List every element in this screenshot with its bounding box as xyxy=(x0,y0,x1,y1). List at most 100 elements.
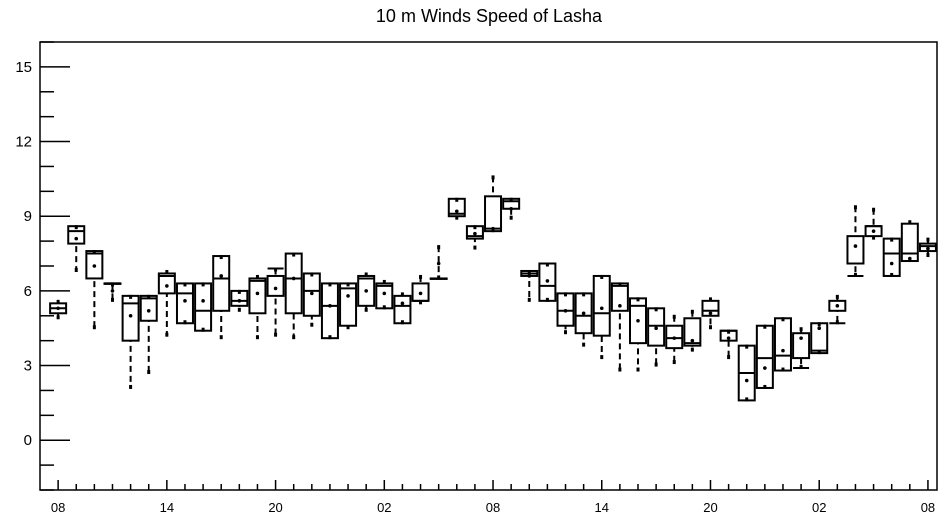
box-iqr xyxy=(339,282,358,327)
box-plot xyxy=(701,297,720,330)
box-plot xyxy=(447,197,466,220)
box-mean-dot xyxy=(509,206,513,211)
x-tick-label: 02 xyxy=(377,500,391,515)
box-mean-dot xyxy=(146,309,151,313)
box-mean-dot xyxy=(165,284,169,288)
box-mean-dot xyxy=(708,311,713,316)
box-mean-dot xyxy=(654,326,658,331)
y-tick-label: 9 xyxy=(24,208,32,225)
box-mean-dot xyxy=(545,279,550,283)
box-plot xyxy=(665,314,684,365)
box-iqr xyxy=(592,274,611,337)
box-plot xyxy=(592,274,611,360)
x-tick-label: 02 xyxy=(812,500,826,515)
box-plot xyxy=(683,309,702,352)
box-mean-dot xyxy=(618,304,622,308)
box-mean-dot xyxy=(219,274,224,278)
box-iqr xyxy=(755,324,774,389)
box-plot xyxy=(429,245,448,280)
box-plot xyxy=(520,269,539,302)
box-iqr xyxy=(320,282,339,340)
box-iqr xyxy=(792,332,811,360)
box-plot xyxy=(175,282,194,325)
x-tick-label: 08 xyxy=(486,500,500,515)
box-plot xyxy=(629,297,647,372)
box-plot xyxy=(719,329,738,360)
box-plot xyxy=(411,274,430,305)
box-mean-dot xyxy=(581,311,586,316)
box-mean-dot xyxy=(835,304,840,308)
box-iqr xyxy=(139,294,158,322)
box-iqr xyxy=(882,237,901,277)
plot-frame xyxy=(39,41,938,491)
x-tick-label: 20 xyxy=(268,500,282,515)
box-plot xyxy=(230,289,249,312)
box-mean-dot xyxy=(599,306,604,311)
box-mean-dot xyxy=(926,246,930,251)
box-mean-dot xyxy=(400,301,405,306)
box-iqr xyxy=(484,195,503,233)
box-mean-dot xyxy=(908,256,912,261)
box-plot xyxy=(357,272,376,312)
box-iqr xyxy=(900,222,919,263)
box-plot xyxy=(465,225,484,250)
box-iqr xyxy=(194,282,213,332)
x-tick-label: 20 xyxy=(703,500,717,515)
box-plot xyxy=(846,205,865,277)
box-mean-dot xyxy=(473,231,477,236)
box-mean-dot xyxy=(273,286,278,291)
box-iqr xyxy=(393,294,412,325)
box-plot xyxy=(67,225,86,272)
box-plot xyxy=(502,197,521,220)
box-mean-dot xyxy=(382,291,387,296)
box-plot xyxy=(85,250,104,330)
box-iqr xyxy=(846,235,865,265)
y-tick-label: 15 xyxy=(15,59,32,76)
box-plot xyxy=(647,307,666,367)
box-plot xyxy=(212,255,231,340)
box-mean-dot xyxy=(817,326,822,331)
box-mean-dot xyxy=(799,336,803,340)
box-plot xyxy=(574,292,593,347)
box-mean-dot xyxy=(56,306,60,311)
box-plot xyxy=(302,272,321,327)
box-plot xyxy=(320,282,339,340)
x-tick-label: 14 xyxy=(595,500,609,515)
box-series xyxy=(49,175,937,402)
box-iqr xyxy=(375,282,394,310)
box-plot xyxy=(139,294,158,375)
box-plot xyxy=(393,292,412,325)
box-plot xyxy=(538,262,557,302)
box-mean-dot xyxy=(871,229,876,233)
box-mean-dot xyxy=(781,348,785,353)
box-mean-dot xyxy=(763,366,767,370)
box-plot xyxy=(882,237,901,277)
box-plot xyxy=(248,274,267,340)
box-plot xyxy=(339,282,358,330)
box-mean-dot xyxy=(237,299,242,303)
box-plot xyxy=(157,269,176,337)
box-plot xyxy=(610,282,629,372)
box-mean-dot xyxy=(436,261,441,266)
chart-title: 10 m Winds Speed of Lasha xyxy=(376,6,603,26)
box-mean-dot xyxy=(291,276,296,281)
box-mean-dot xyxy=(889,261,894,266)
y-tick-label: 0 xyxy=(24,432,32,449)
box-plot xyxy=(900,220,919,263)
y-tick-label: 12 xyxy=(15,134,32,151)
box-mean-dot xyxy=(726,336,731,340)
box-plot xyxy=(375,279,394,310)
box-plot xyxy=(737,344,756,402)
box-plot xyxy=(792,327,811,370)
box-mean-dot xyxy=(310,291,314,296)
y-tick-label: 6 xyxy=(24,283,32,300)
box-mean-dot xyxy=(563,309,568,313)
x-axis: 08 14 20 02 08 14 20 02 08 xyxy=(51,480,935,515)
box-mean-dot xyxy=(74,236,79,241)
box-mean-dot xyxy=(255,291,260,296)
box-mean-dot xyxy=(672,336,677,340)
box-mean-dot xyxy=(491,226,495,231)
box-mean-dot xyxy=(744,378,749,383)
box-mean-dot xyxy=(853,244,858,248)
